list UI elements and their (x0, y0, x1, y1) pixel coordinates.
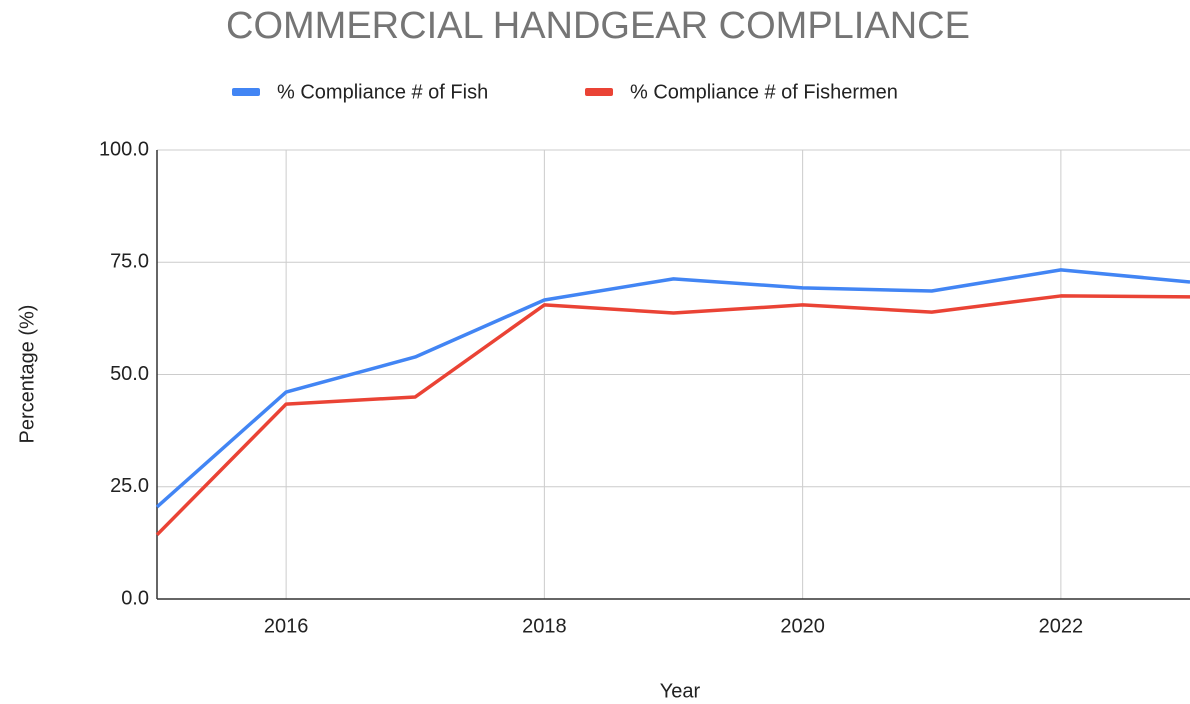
x-tick-label: 2020 (780, 615, 825, 637)
legend-label: % Compliance # of Fish (277, 81, 488, 103)
legend-label: % Compliance # of Fishermen (630, 81, 898, 103)
y-tick-label: 75.0 (110, 251, 149, 273)
legend-swatch (585, 88, 613, 96)
y-axis-label: Percentage (%) (16, 305, 38, 444)
y-tick-label: 25.0 (110, 475, 149, 497)
legend-swatch (232, 88, 260, 96)
x-tick-label: 2018 (522, 615, 567, 637)
series-line (155, 294, 1190, 537)
x-tick-label: 2016 (264, 615, 309, 637)
x-axis-label: Year (660, 680, 701, 702)
y-tick-label: 0.0 (121, 587, 149, 609)
series-line (155, 268, 1190, 509)
y-tick-label: 50.0 (110, 363, 149, 385)
chart-title: COMMERCIAL HANDGEAR COMPLIANCE (226, 5, 970, 47)
y-tick-label: 100.0 (99, 138, 149, 160)
x-tick-label: 2022 (1039, 615, 1084, 637)
